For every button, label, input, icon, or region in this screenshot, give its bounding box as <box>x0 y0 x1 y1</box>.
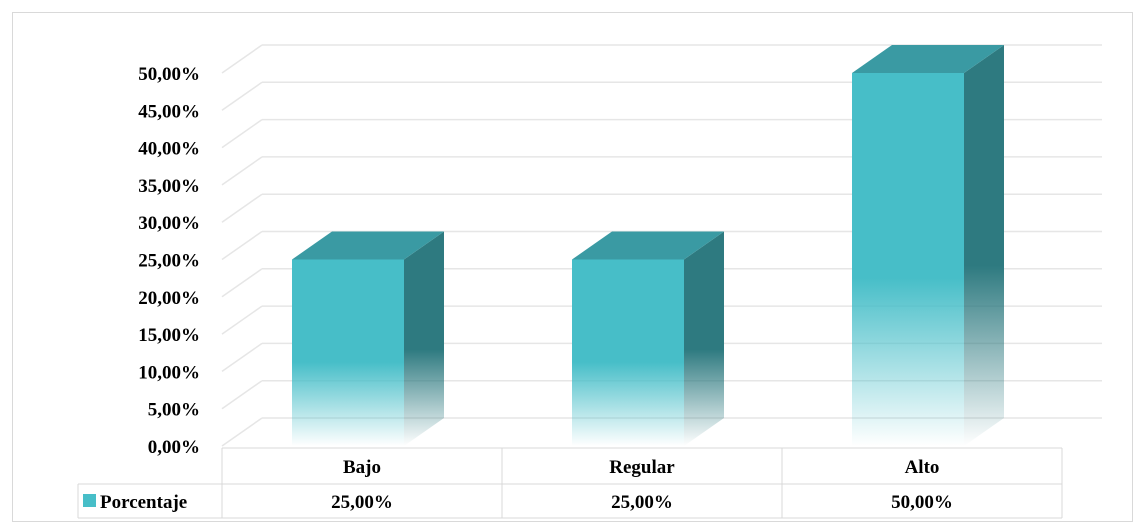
gridline-depth <box>221 342 263 373</box>
bar-front <box>852 73 964 446</box>
bar-side <box>404 231 444 446</box>
y-tick-label: 30,00% <box>138 213 200 234</box>
y-tick-label: 25,00% <box>138 251 200 272</box>
gridline-depth <box>221 417 263 447</box>
gridline-depth <box>221 380 263 410</box>
y-tick-label: 10,00% <box>138 362 200 383</box>
bar-regular <box>572 231 724 446</box>
legend-swatch <box>83 494 96 507</box>
gridline-depth <box>221 193 263 223</box>
y-tick-label: 35,00% <box>138 176 200 197</box>
gridline-depth <box>221 156 263 186</box>
y-tick-label: 15,00% <box>138 325 200 346</box>
bar-alto <box>852 45 1004 446</box>
y-tick-label: 50,00% <box>138 64 200 85</box>
gridline-depth <box>221 118 263 149</box>
bar-top <box>572 231 724 260</box>
data-label: 25,00% <box>331 492 393 513</box>
bar-side <box>684 231 724 446</box>
y-axis-ticks: 0,00% 5,00% 10,00% 15,00% 20,00% 25,00% 30,00%… <box>138 64 200 458</box>
category-label: Alto <box>905 457 940 478</box>
bar-bajo <box>292 231 444 446</box>
bar-top <box>852 45 1004 73</box>
y-tick-label: 40,00% <box>138 139 200 160</box>
data-label: 25,00% <box>611 492 673 513</box>
bar-top <box>292 231 444 260</box>
category-label: Bajo <box>343 457 381 478</box>
data-label: 50,00% <box>891 492 953 513</box>
y-tick-label: 0,00% <box>148 437 200 458</box>
data-table: Bajo 25,00% Regular 25,00% Alto 50,00% Porcent… <box>77 447 1063 519</box>
gridline-depth <box>221 81 263 111</box>
bar-front <box>292 259 404 446</box>
y-tick-label: 45,00% <box>138 101 200 122</box>
legend-label: Porcentaje <box>100 492 187 513</box>
y-tick-label: 20,00% <box>138 288 200 309</box>
gridline-depth <box>221 230 263 261</box>
y-tick-label: 5,00% <box>148 400 200 421</box>
gridline-depth <box>221 44 263 74</box>
category-label: Regular <box>609 457 675 478</box>
gridline-depth <box>221 305 263 335</box>
bar-front <box>572 259 684 446</box>
bars <box>292 45 1004 446</box>
gridline-depth <box>221 268 263 298</box>
bar-side <box>964 45 1004 446</box>
